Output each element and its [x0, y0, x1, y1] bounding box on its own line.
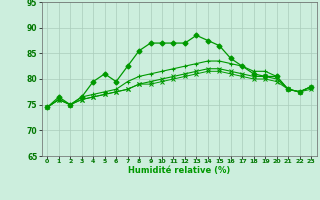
- X-axis label: Humidité relative (%): Humidité relative (%): [128, 166, 230, 175]
